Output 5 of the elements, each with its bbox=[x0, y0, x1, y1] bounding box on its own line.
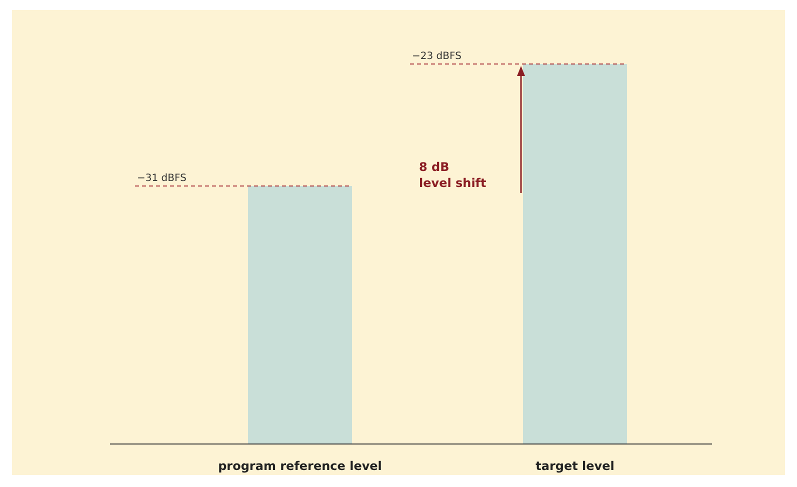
annotation: 8 dB level shift bbox=[419, 160, 487, 190]
ref-line-label: −23 dBFS bbox=[412, 51, 462, 62]
ref-line-label: −31 dBFS bbox=[137, 172, 186, 184]
x-tick-label: program reference level bbox=[218, 459, 382, 473]
x-tick-label: target level bbox=[536, 459, 614, 473]
